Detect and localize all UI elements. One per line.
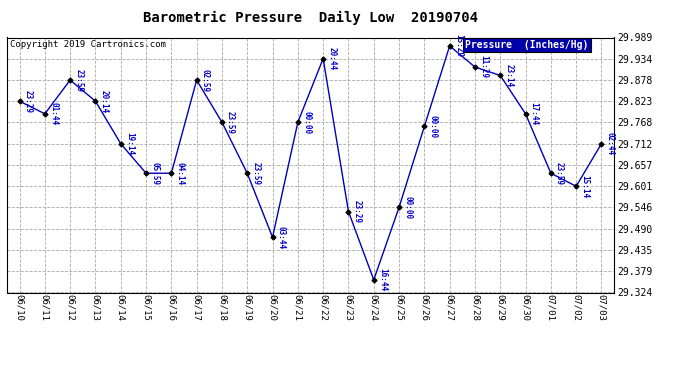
- Text: 20:44: 20:44: [327, 47, 336, 70]
- Text: 00:00: 00:00: [403, 196, 412, 219]
- Text: 23:59: 23:59: [555, 162, 564, 185]
- Text: 23:29: 23:29: [353, 200, 362, 223]
- Text: 23:29: 23:29: [23, 90, 32, 113]
- Text: 15:29: 15:29: [454, 34, 463, 57]
- Text: 02:59: 02:59: [201, 69, 210, 92]
- Text: 20:14: 20:14: [99, 90, 108, 113]
- Text: 23:59: 23:59: [75, 69, 83, 92]
- Text: Pressure  (Inches/Hg): Pressure (Inches/Hg): [465, 40, 589, 50]
- Text: 00:00: 00:00: [428, 115, 437, 138]
- Text: 23:59: 23:59: [251, 162, 260, 185]
- Text: 23:59: 23:59: [226, 111, 235, 134]
- Text: 16:44: 16:44: [378, 268, 387, 291]
- Text: 03:44: 03:44: [277, 226, 286, 249]
- Text: 15:14: 15:14: [580, 175, 589, 198]
- Text: 04:14: 04:14: [175, 162, 184, 185]
- Text: Barometric Pressure  Daily Low  20190704: Barometric Pressure Daily Low 20190704: [143, 11, 478, 26]
- Text: 02:44: 02:44: [606, 132, 615, 155]
- Text: 00:00: 00:00: [302, 111, 311, 134]
- Text: 11:29: 11:29: [479, 56, 488, 79]
- Text: 05:59: 05:59: [150, 162, 159, 185]
- Text: Copyright 2019 Cartronics.com: Copyright 2019 Cartronics.com: [10, 40, 166, 49]
- Text: 23:14: 23:14: [504, 64, 513, 87]
- Text: 01:44: 01:44: [49, 102, 58, 125]
- Text: 19:14: 19:14: [125, 132, 134, 155]
- Text: 17:44: 17:44: [530, 102, 539, 125]
